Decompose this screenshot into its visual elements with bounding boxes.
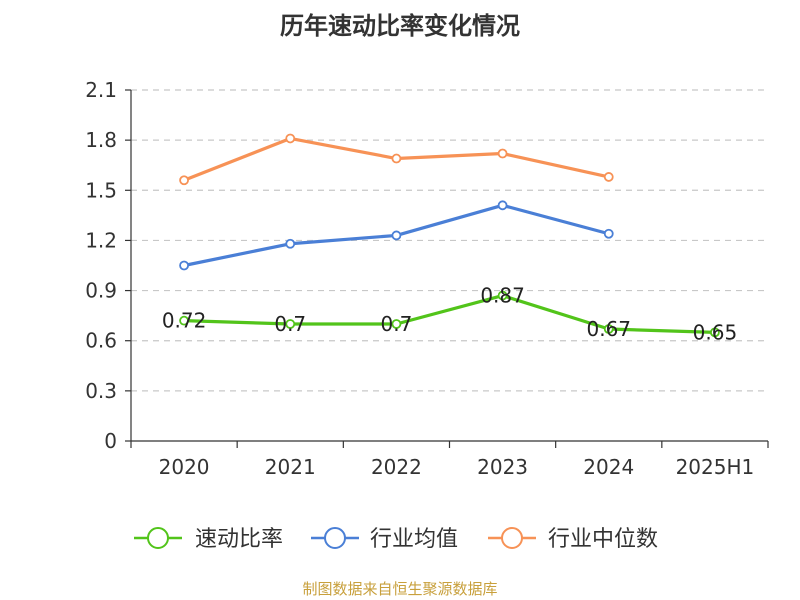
data-labels: 0.72 0.7 0.7 0.87 0.67 0.65 xyxy=(162,284,737,345)
data-point xyxy=(391,153,402,164)
y-tick-label: 1.8 xyxy=(85,128,117,152)
data-label: 0.87 xyxy=(480,284,525,308)
x-tick-label: 2024 xyxy=(583,455,634,479)
y-tick-label: 1.2 xyxy=(85,228,117,252)
x-tick-label: 2021 xyxy=(265,455,316,479)
x-tick-label: 2025H1 xyxy=(676,455,755,479)
legend-label: 行业均值 xyxy=(370,527,458,552)
data-label: 0.7 xyxy=(381,312,413,336)
y-tick-label: 1.5 xyxy=(85,178,117,202)
data-label: 0.67 xyxy=(586,317,631,341)
y-tick-label: 0 xyxy=(104,429,117,453)
data-point xyxy=(603,172,614,182)
data-point xyxy=(603,228,614,239)
grid-lines xyxy=(131,89,768,392)
legend-item: 行业中位数 xyxy=(488,527,658,552)
data-point xyxy=(179,315,189,326)
x-tick-label: 2020 xyxy=(159,455,210,479)
legend-marker xyxy=(324,527,346,549)
data-point xyxy=(285,238,296,249)
data-point xyxy=(391,319,402,329)
data-point xyxy=(497,200,508,211)
source-note: 制图数据来自恒生聚源数据库 xyxy=(302,580,498,598)
legend-marker xyxy=(147,527,169,549)
data-point xyxy=(603,324,614,334)
y-tick-label: 0.3 xyxy=(85,379,117,403)
legend-item: 速动比率 xyxy=(134,527,283,552)
chart-title: 历年速动比率变化情况 xyxy=(280,12,520,40)
series-lines xyxy=(179,133,720,338)
data-point xyxy=(391,230,402,241)
x-tick-label: 2022 xyxy=(371,455,422,479)
x-tick-label: 2023 xyxy=(477,455,528,479)
legend-item: 行业均值 xyxy=(311,527,458,552)
data-label: 0.72 xyxy=(162,309,207,333)
series-line xyxy=(184,293,715,334)
data-point xyxy=(497,290,508,301)
data-label: 0.7 xyxy=(274,312,306,336)
legend-marker xyxy=(501,527,523,549)
data-point xyxy=(710,327,720,338)
legend: 速动比率 行业均值 行业中位数 xyxy=(134,527,658,552)
data-point xyxy=(497,148,508,159)
axes: 0 0.3 0.6 0.9 1.2 1.5 1.8 2.1 2020 2021 2022 2023 20… xyxy=(85,78,769,479)
data-point xyxy=(285,133,296,144)
data-point xyxy=(285,319,296,329)
y-tick-label: 0.6 xyxy=(85,329,117,353)
data-label: 0.65 xyxy=(693,320,738,344)
y-tick-label: 2.1 xyxy=(85,78,117,102)
data-point xyxy=(179,260,189,271)
data-point xyxy=(179,175,189,186)
y-tick-label: 0.9 xyxy=(85,279,117,303)
legend-label: 速动比率 xyxy=(195,527,283,552)
legend-label: 行业中位数 xyxy=(548,527,658,552)
